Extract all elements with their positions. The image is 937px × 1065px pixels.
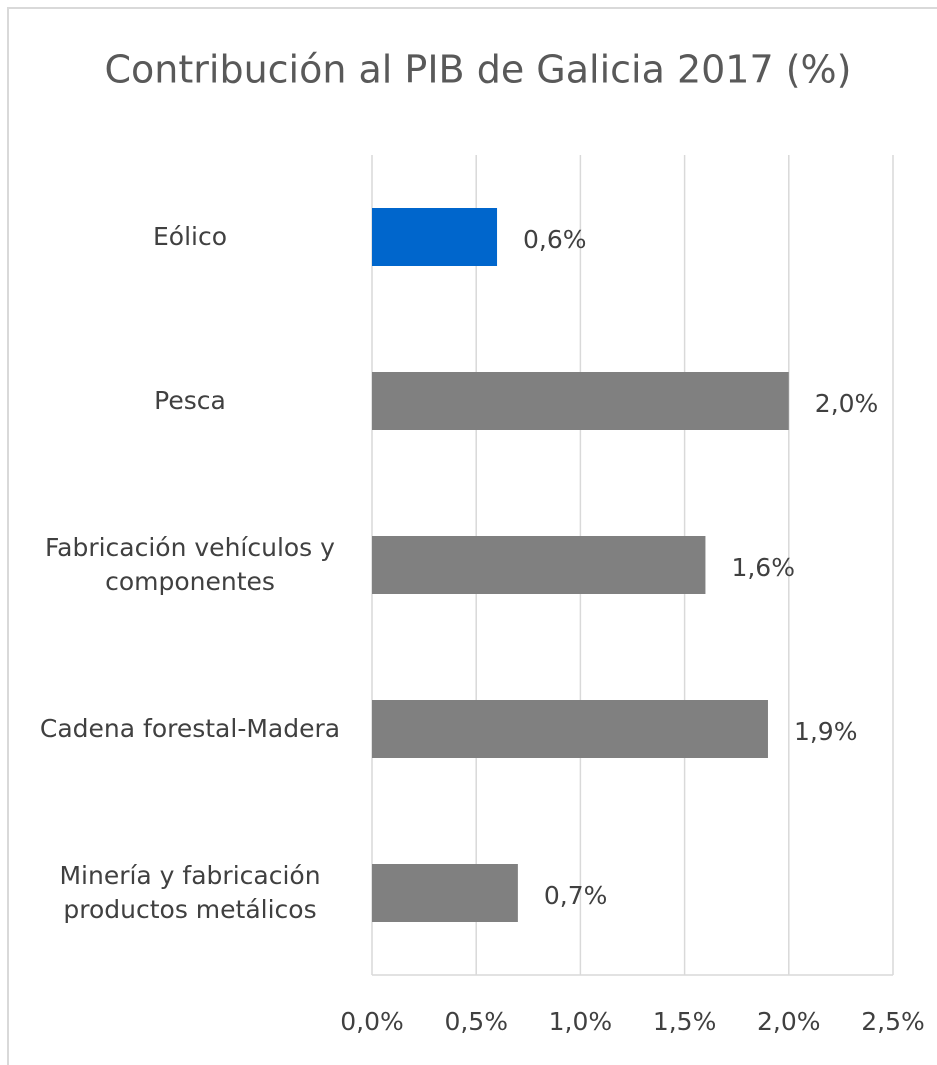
x-tick-label: 0,5% — [444, 1007, 508, 1036]
chart-title: Contribución al PIB de Galicia 2017 (%) — [105, 48, 852, 92]
x-tick-label: 2,0% — [757, 1007, 821, 1036]
y-tick-label: Eólico — [152, 222, 228, 251]
bar — [372, 208, 498, 266]
y-tick-label: Pesca — [154, 386, 226, 415]
y-tick-label: Fabricación vehículos y componentes — [45, 533, 335, 596]
bar — [372, 536, 706, 594]
chart-border — [7, 7, 937, 1065]
data-label: 0,6% — [523, 225, 587, 254]
bar — [372, 372, 789, 430]
data-label: 1,9% — [794, 717, 858, 746]
bar — [372, 700, 768, 758]
x-tick-label: 1,0% — [549, 1007, 613, 1036]
data-label: 0,7% — [544, 881, 608, 910]
data-label: 2,0% — [815, 389, 879, 418]
x-tick-label: 2,5% — [861, 1007, 925, 1036]
bar — [372, 864, 518, 922]
data-label: 1,6% — [731, 553, 795, 582]
y-tick-label: Minería y fabricación productos metálico… — [59, 861, 321, 924]
x-tick-label: 0,0% — [340, 1007, 404, 1036]
y-tick-label: Cadena forestal-Madera — [39, 714, 341, 743]
x-tick-label: 1,5% — [653, 1007, 717, 1036]
